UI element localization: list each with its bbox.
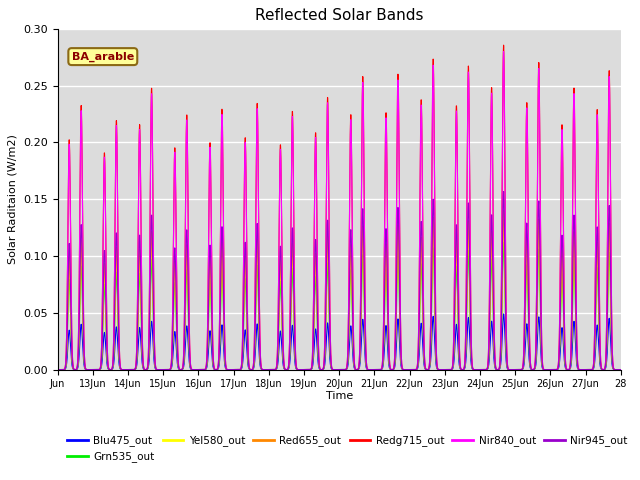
- X-axis label: Time: Time: [326, 391, 353, 401]
- Y-axis label: Solar Raditaion (W/m2): Solar Raditaion (W/m2): [8, 134, 17, 264]
- Legend: Blu475_out, Grn535_out, Yel580_out, Red655_out, Redg715_out, Nir840_out, Nir945_: Blu475_out, Grn535_out, Yel580_out, Red6…: [63, 431, 632, 467]
- Text: BA_arable: BA_arable: [72, 51, 134, 62]
- Title: Reflected Solar Bands: Reflected Solar Bands: [255, 9, 424, 24]
